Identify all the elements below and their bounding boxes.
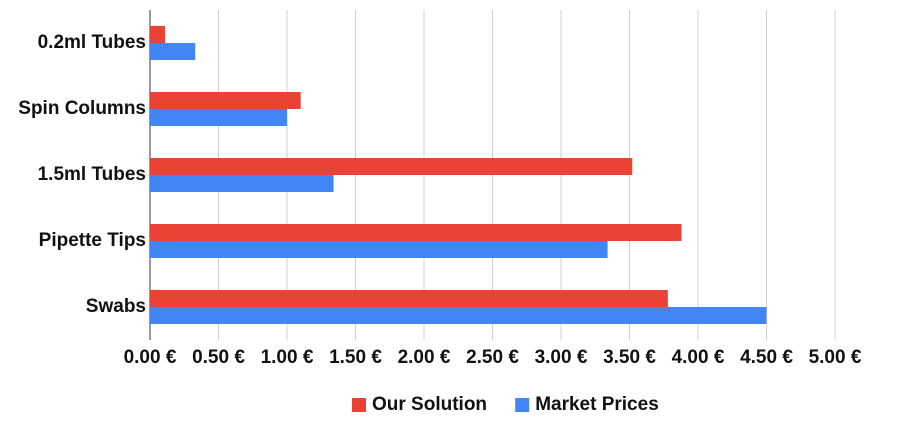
x-tick-label: 1.50 € (329, 347, 382, 368)
bar (150, 241, 608, 258)
bar (150, 307, 767, 324)
x-tick-label: 2.50 € (466, 347, 519, 368)
y-tick-label: Spin Columns (18, 98, 146, 119)
x-tick-label: 0.00 € (124, 347, 177, 368)
y-tick-label: 0.2ml Tubes (38, 32, 146, 53)
bar (150, 109, 287, 126)
x-tick-label: 0.50 € (192, 347, 245, 368)
bar (150, 175, 334, 192)
x-tick-label: 1.00 € (261, 347, 314, 368)
x-tick-label: 3.50 € (603, 347, 656, 368)
y-tick-label: 1.5ml Tubes (38, 164, 146, 185)
bar (150, 224, 682, 241)
x-tick-label: 4.00 € (672, 347, 725, 368)
bar (150, 158, 633, 175)
legend-label: Market Prices (535, 394, 659, 415)
legend-swatch (515, 398, 530, 412)
bar (150, 290, 668, 307)
bar (150, 26, 166, 43)
y-tick-label: Pipette Tips (39, 230, 146, 251)
bar (150, 43, 196, 60)
legend-label: Our Solution (372, 394, 487, 415)
legend-swatch (352, 398, 366, 412)
x-tick-label: 2.00 € (398, 347, 451, 368)
x-tick-label: 5.00 € (809, 347, 862, 368)
bar (150, 92, 301, 109)
y-tick-label: Swabs (86, 296, 146, 317)
x-tick-label: 3.00 € (535, 347, 588, 368)
x-tick-label: 4.50 € (740, 347, 793, 368)
